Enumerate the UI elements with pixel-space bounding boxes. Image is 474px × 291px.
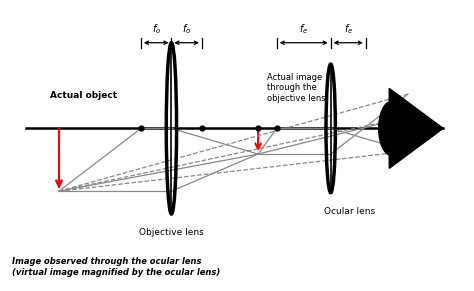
Text: $f_o$: $f_o$ [182,22,191,36]
Ellipse shape [379,101,404,155]
Text: Objective lens: Objective lens [139,228,204,237]
Text: $f_o$: $f_o$ [152,22,161,36]
Polygon shape [389,88,443,168]
Text: Ocular lens: Ocular lens [324,207,375,216]
Text: Image observed through the ocular lens
(virtual image magnified by the ocular le: Image observed through the ocular lens (… [12,258,220,277]
Text: Actual image
through the
objective lens: Actual image through the objective lens [267,73,326,103]
Text: $f_e$: $f_e$ [344,22,353,36]
Text: $f_e$: $f_e$ [299,22,309,36]
Text: Actual object: Actual object [50,91,117,100]
